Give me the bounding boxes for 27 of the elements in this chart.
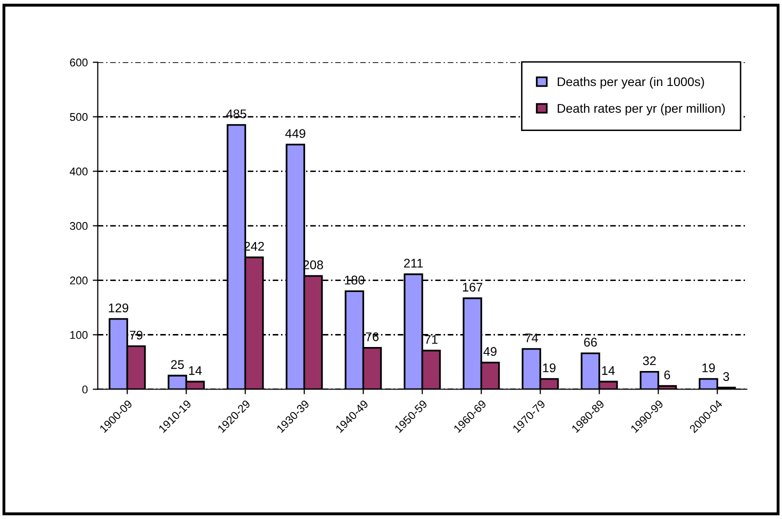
data-label: 167 xyxy=(462,282,482,292)
y-tick-label: 400 xyxy=(70,168,88,176)
data-label: 25 xyxy=(171,360,184,369)
y-tick-label: 600 xyxy=(70,58,88,66)
y-tick-label: 0 xyxy=(82,386,88,394)
data-label: 485 xyxy=(226,109,246,118)
data-label: 19 xyxy=(543,363,556,372)
data-label: 3 xyxy=(723,372,730,381)
data-label: 14 xyxy=(189,366,202,375)
data-label: 76 xyxy=(366,332,379,342)
data-label: 32 xyxy=(642,356,656,366)
y-tick-label: 100 xyxy=(70,331,88,339)
data-label: 14 xyxy=(602,366,615,375)
data-label: 19 xyxy=(702,363,715,372)
legend-label: Death rates per yr (per million) xyxy=(558,104,725,116)
data-label: 211 xyxy=(404,258,423,268)
y-tick-label: 300 xyxy=(70,222,88,230)
legend-label: Deaths per year (in 1000s) xyxy=(558,76,704,89)
y-tick-label: 200 xyxy=(70,276,88,284)
y-tick-label: 500 xyxy=(70,113,88,121)
data-label: 180 xyxy=(344,276,364,285)
data-label: 129 xyxy=(108,303,128,312)
data-label: 449 xyxy=(285,129,306,138)
data-label: 66 xyxy=(584,338,597,347)
data-label: 79 xyxy=(130,330,142,340)
data-label: 6 xyxy=(664,370,670,380)
data-label: 49 xyxy=(483,347,496,356)
